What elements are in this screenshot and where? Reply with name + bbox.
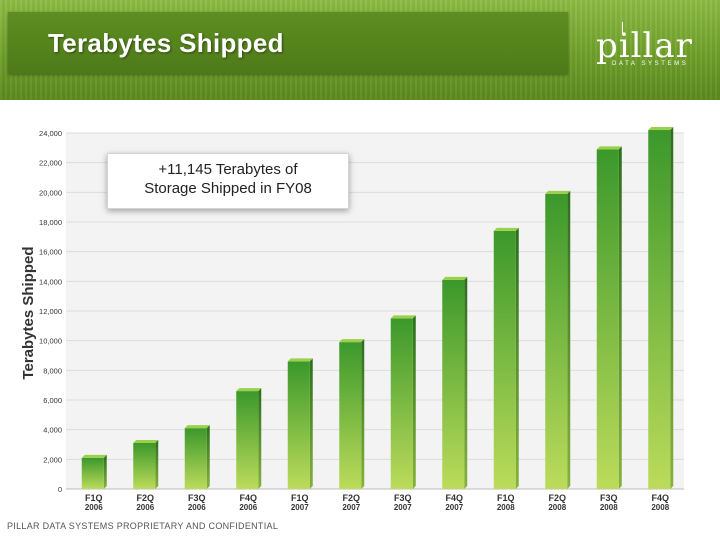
y-tick-label: 20,000	[39, 188, 62, 197]
bar-f2q-2008	[545, 190, 571, 490]
confidential-footer: PILLAR DATA SYSTEMS PROPRIETARY AND CONF…	[7, 521, 279, 531]
y-tick-label: 4,000	[43, 426, 62, 435]
bar-front	[133, 443, 156, 489]
bar-front	[493, 230, 516, 489]
bar-f1q-2007	[287, 358, 313, 489]
x-tick-label-year: 2008	[600, 503, 618, 512]
title-panel	[8, 12, 568, 74]
bar-top	[545, 190, 571, 194]
bar-top	[339, 339, 365, 343]
x-tick-label-quarter: F2Q	[136, 493, 154, 503]
bar-top	[648, 127, 674, 131]
x-tick-label-year: 2008	[497, 503, 515, 512]
bar-f3q-2006	[184, 425, 210, 489]
bar-front	[545, 193, 568, 490]
logo-mark-icon	[622, 22, 623, 34]
bar-side	[567, 190, 571, 490]
x-tick-label-quarter: F4Q	[445, 493, 463, 503]
bar-f2q-2006	[133, 440, 159, 489]
x-tick-label-quarter: F4Q	[239, 493, 257, 503]
bar-side	[670, 127, 674, 490]
bar-top	[442, 276, 468, 280]
bar-f1q-2006	[81, 454, 107, 489]
bar-top	[133, 440, 159, 444]
bar-f4q-2007	[442, 276, 468, 489]
bar-f4q-2006	[236, 388, 262, 489]
x-tick-label-year: 2007	[445, 503, 463, 512]
x-tick-label-quarter: F3Q	[188, 493, 206, 503]
bar-front	[390, 318, 413, 489]
x-tick-label-quarter: F2Q	[342, 493, 360, 503]
bar-front	[287, 361, 310, 489]
y-tick-label: 18,000	[39, 218, 62, 227]
callout-line-1: +11,145 Terabytes of	[158, 161, 298, 178]
y-tick-label: 6,000	[43, 396, 62, 405]
bar-f4q-2008	[648, 127, 674, 490]
y-tick-label: 16,000	[39, 248, 62, 257]
bar-front	[339, 342, 362, 489]
x-tick-label-year: 2006	[239, 503, 257, 512]
bar-front	[81, 457, 104, 489]
x-tick-label-year: 2006	[136, 503, 154, 512]
x-tick-label-year: 2006	[85, 503, 103, 512]
y-axis-label: Terabytes Shipped	[20, 246, 37, 379]
bar-side	[258, 388, 262, 489]
bar-top	[596, 146, 622, 150]
highlight-callout: +11,145 Terabytes of Storage Shipped in …	[107, 153, 349, 209]
logo-wordmark: pillar	[596, 26, 693, 66]
bar-side	[464, 276, 468, 489]
y-tick-label: 2,000	[43, 455, 62, 464]
x-tick-label-year: 2007	[342, 503, 360, 512]
bar-front	[236, 391, 259, 489]
bar-side	[155, 440, 159, 489]
bar-top	[390, 315, 416, 319]
x-tick-label-year: 2006	[188, 503, 206, 512]
y-tick-label: 24,000	[39, 129, 62, 138]
y-tick-label: 10,000	[39, 337, 62, 346]
bar-front	[648, 130, 671, 489]
x-tick-label-quarter: F1Q	[497, 493, 515, 503]
x-tick-label-quarter: F3Q	[600, 493, 618, 503]
callout-line-2: Storage Shipped in FY08	[144, 180, 312, 197]
x-tick-label-quarter: F1Q	[291, 493, 309, 503]
logo-subtitle: DATA SYSTEMS	[612, 61, 689, 67]
x-tick-label-year: 2007	[394, 503, 412, 512]
x-tick-label-quarter: F4Q	[651, 493, 669, 503]
bar-top	[287, 358, 313, 362]
bar-top	[81, 454, 107, 458]
y-tick-label: 0	[58, 485, 62, 494]
x-tick-label-year: 2007	[291, 503, 309, 512]
bar-side	[309, 358, 313, 489]
bar-top	[493, 227, 519, 231]
x-tick-label-year: 2008	[651, 503, 669, 512]
x-tick-label-year: 2008	[548, 503, 566, 512]
header-banner: Terabytes Shipped pillar DATA SYSTEMS	[0, 0, 720, 100]
bar-top	[184, 425, 210, 429]
bar-f1q-2008	[493, 227, 519, 489]
bar-side	[412, 315, 416, 489]
y-tick-label: 14,000	[39, 277, 62, 286]
y-tick-label: 22,000	[39, 159, 62, 168]
bar-side	[206, 425, 210, 489]
bar-front	[596, 149, 619, 490]
bar-f2q-2007	[339, 339, 365, 489]
x-tick-label-quarter: F2Q	[548, 493, 566, 503]
y-tick-label: 12,000	[39, 307, 62, 316]
bar-front	[442, 279, 465, 489]
bar-front	[184, 428, 207, 489]
bar-side	[361, 339, 365, 489]
bar-side	[515, 227, 519, 489]
page-title: Terabytes Shipped	[48, 28, 284, 58]
pillar-logo: pillar DATA SYSTEMS	[590, 18, 700, 78]
y-tick-label: 8,000	[43, 366, 62, 375]
bar-f3q-2008	[596, 146, 622, 490]
bar-side	[103, 454, 107, 489]
bar-side	[618, 146, 622, 490]
bar-f3q-2007	[390, 315, 416, 489]
x-tick-label-quarter: F3Q	[394, 493, 412, 503]
x-tick-label-quarter: F1Q	[85, 493, 103, 503]
bar-top	[236, 388, 262, 392]
